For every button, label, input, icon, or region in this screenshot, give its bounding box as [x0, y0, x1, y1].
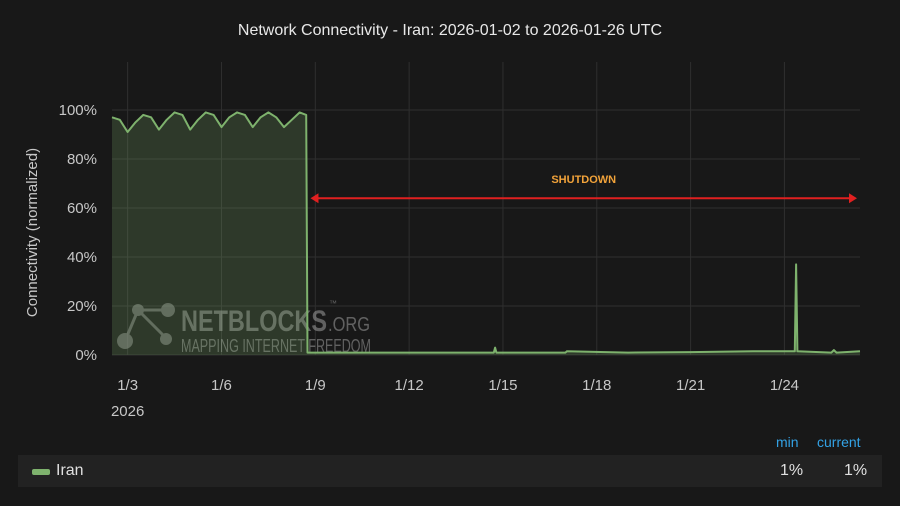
arrow-head-left-icon: [310, 193, 319, 204]
shutdown-label: SHUTDOWN: [551, 174, 616, 186]
svg-text:™: ™: [329, 299, 337, 308]
x-tick-label: 1/12: [395, 377, 424, 394]
x-tick-label: 1/21: [676, 377, 705, 394]
y-tick-label: 20%: [67, 298, 97, 315]
chart: 0% 20% 40% 60% 80% 100% 1/3 2026 1/6 1/9 1/12 1/15 1…: [24, 62, 861, 420]
legend-header-min[interactable]: min: [776, 434, 799, 450]
series-line-iran: [111, 111, 861, 354]
chart-title: Network Connectivity - Iran: 2026-01-02 …: [237, 22, 663, 39]
x-tick-label: 1/9: [305, 377, 326, 394]
y-tick-label: 80%: [67, 151, 97, 168]
arrow-head-right-icon: [849, 193, 857, 204]
x-tick-label: 1/3: [117, 377, 138, 394]
legend-row-iran[interactable]: Iran 1% 1%: [18, 455, 882, 487]
legend-current-value: 1%: [844, 462, 868, 479]
svg-text:MAPPING INTERNET FREEDOM: MAPPING INTERNET FREEDOM: [181, 336, 371, 356]
x-tick-label: 1/24: [770, 377, 799, 394]
legend-series-name[interactable]: Iran: [56, 462, 84, 479]
series-area-iran: [112, 112, 860, 356]
y-axis-label: Connectivity (normalized): [24, 148, 41, 317]
x-tick-label: 1/6: [211, 377, 232, 394]
x-tick-year-label: 2026: [111, 403, 144, 420]
svg-text:.ORG: .ORG: [328, 314, 370, 336]
x-tick-label: 1/15: [488, 377, 517, 394]
x-tick-label: 1/18: [582, 377, 611, 394]
y-tick-label: 0%: [75, 347, 97, 364]
y-tick-label: 60%: [67, 200, 97, 217]
netblocks-logo-watermark: NETBLOCKS .ORG ™ MAPPING INTERNET FREEDOM: [117, 299, 371, 356]
legend-min-value: 1%: [780, 462, 804, 479]
svg-text:NETBLOCKS: NETBLOCKS: [181, 305, 327, 338]
series-color-swatch[interactable]: [32, 469, 50, 475]
y-tick-label: 40%: [67, 249, 97, 266]
y-tick-label: 100%: [59, 102, 97, 119]
legend-header-current[interactable]: current: [817, 434, 861, 450]
